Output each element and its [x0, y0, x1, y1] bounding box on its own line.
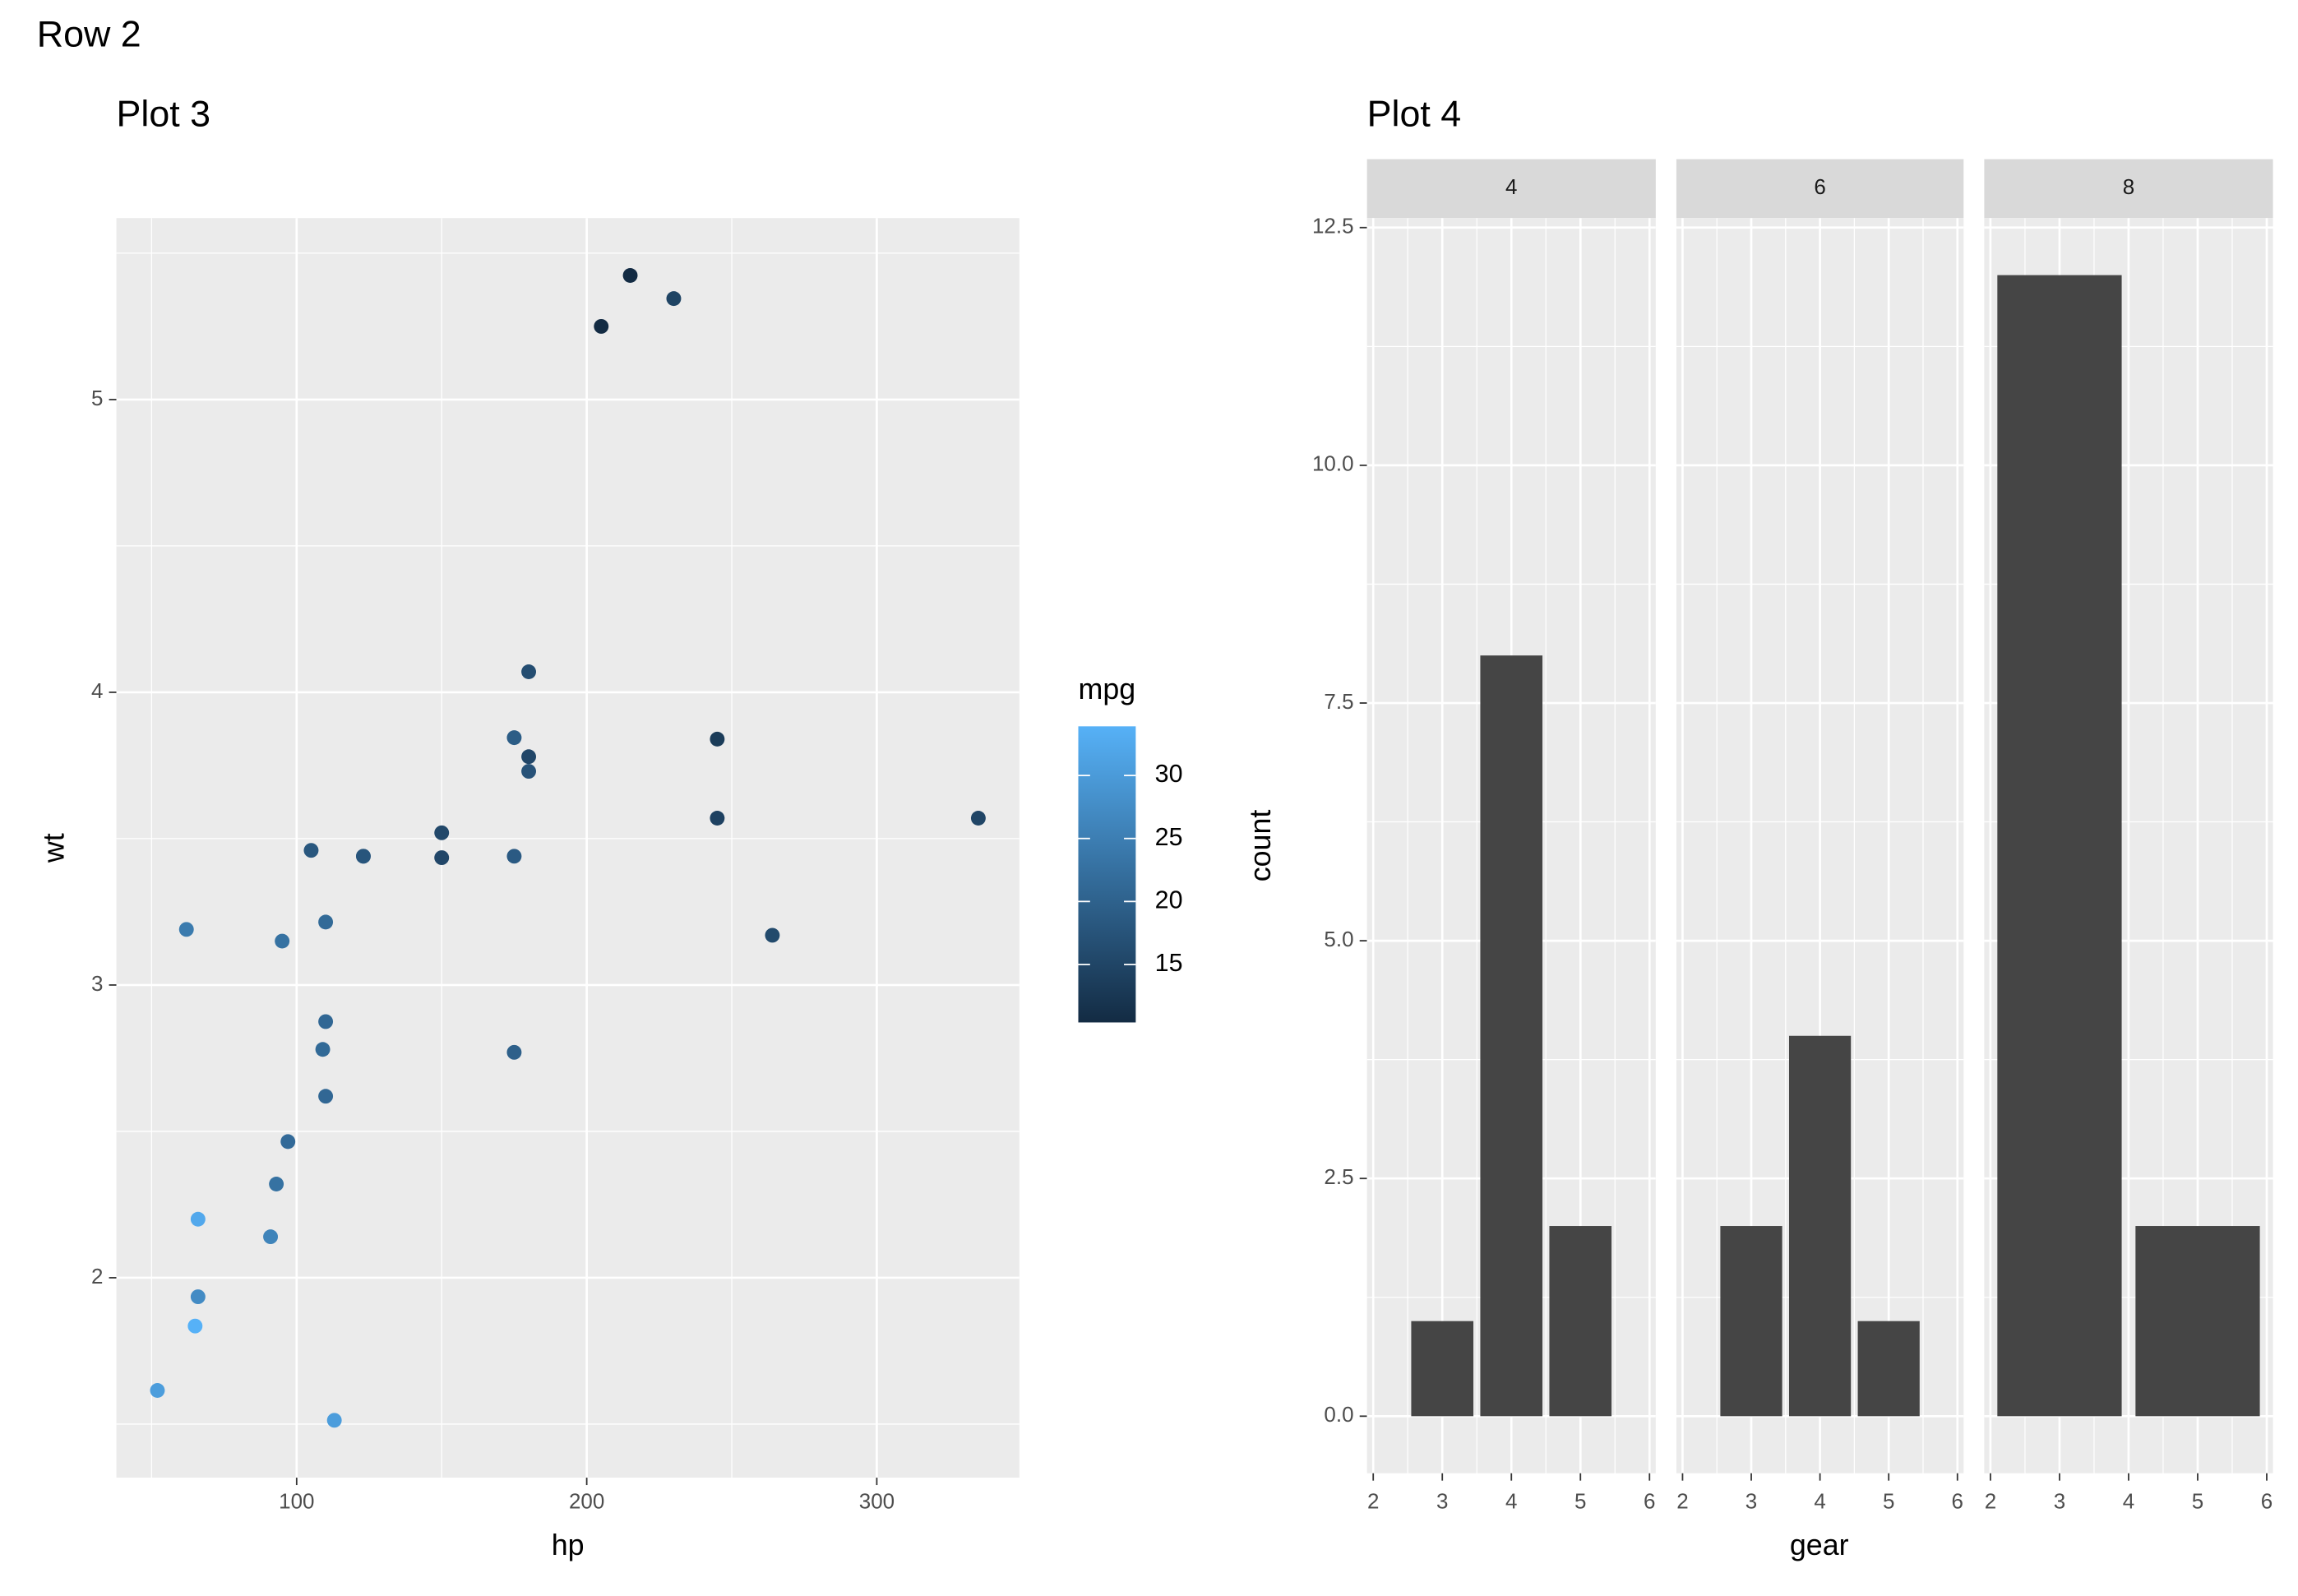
plot-title: Plot 3 [117, 93, 211, 134]
point [303, 843, 319, 858]
point [434, 825, 450, 840]
x-tick-label: 6 [1952, 1488, 1963, 1513]
y-tick-label: 5.0 [1324, 927, 1353, 951]
point [275, 933, 290, 949]
x-tick-label: 100 [279, 1488, 314, 1513]
page-title: Row 2 [37, 14, 141, 55]
point [765, 928, 780, 943]
point [190, 1289, 206, 1305]
point [318, 914, 334, 930]
y-tick-label: 10.0 [1312, 451, 1354, 476]
x-axis-title: hp [552, 1529, 585, 1561]
legend-label: 30 [1155, 760, 1183, 788]
x-tick-label: 3 [2054, 1488, 2065, 1513]
x-tick-label: 5 [1574, 1488, 1586, 1513]
x-tick-label: 4 [1505, 1488, 1517, 1513]
point [355, 849, 371, 864]
point [521, 664, 537, 679]
point [506, 849, 522, 864]
plot-title: Plot 4 [1367, 93, 1462, 134]
point [710, 811, 725, 826]
point [326, 1413, 342, 1428]
x-tick-label: 3 [1436, 1488, 1448, 1513]
point [150, 1383, 165, 1398]
point [506, 1044, 522, 1060]
strip [1366, 159, 1656, 219]
x-tick-label: 4 [1814, 1488, 1825, 1513]
y-tick-label: 12.5 [1312, 214, 1354, 238]
point [318, 1014, 334, 1029]
point [318, 1089, 334, 1104]
point [178, 922, 194, 937]
x-tick-label: 6 [1644, 1488, 1655, 1513]
x-tick-label: 4 [2123, 1488, 2134, 1513]
point [506, 730, 522, 746]
point [521, 749, 537, 765]
y-tick-label: 3 [91, 971, 103, 996]
colorbar [1078, 726, 1136, 1023]
x-tick-label: 3 [1745, 1488, 1757, 1513]
x-tick-label: 300 [859, 1488, 895, 1513]
y-axis-title: wt [38, 833, 71, 863]
point [187, 1318, 203, 1334]
point [622, 268, 638, 283]
x-tick-label: 2 [1985, 1488, 1996, 1513]
legend-label: 15 [1155, 949, 1183, 977]
x-tick-label: 5 [2192, 1488, 2203, 1513]
point [666, 291, 682, 307]
point [269, 1177, 284, 1191]
y-tick-label: 2.5 [1324, 1164, 1353, 1189]
legend-label: 20 [1155, 886, 1183, 914]
legend-label: 25 [1155, 823, 1183, 851]
point [970, 811, 986, 826]
x-tick-label: 2 [1676, 1488, 1688, 1513]
strip-label: 6 [1814, 174, 1825, 199]
y-tick-label: 2 [91, 1264, 103, 1288]
strip [1676, 159, 1964, 219]
y-tick-label: 0.0 [1324, 1402, 1353, 1427]
strip-label: 8 [2123, 174, 2134, 199]
strip-label: 4 [1505, 174, 1517, 199]
point [434, 850, 450, 866]
point [263, 1229, 279, 1245]
y-tick-label: 4 [91, 678, 103, 703]
x-tick-label: 200 [569, 1488, 604, 1513]
strip [1984, 159, 2273, 219]
x-axis-title: gear [1790, 1529, 1849, 1561]
y-tick-label: 7.5 [1324, 689, 1353, 714]
point [594, 318, 609, 334]
point [710, 731, 725, 747]
y-axis-title: count [1244, 810, 1277, 882]
bar [1997, 275, 2122, 1417]
bar [1720, 1226, 1782, 1417]
bar [1480, 655, 1543, 1417]
x-tick-label: 6 [2261, 1488, 2273, 1513]
y-tick-label: 5 [91, 386, 103, 410]
point [280, 1134, 296, 1150]
x-tick-label: 5 [1883, 1488, 1894, 1513]
bar [1549, 1226, 1612, 1417]
bar [2135, 1226, 2260, 1417]
x-tick-label: 2 [1367, 1488, 1379, 1513]
bar [1857, 1321, 1920, 1417]
panel [116, 218, 1020, 1478]
point [521, 764, 537, 779]
legend-title: mpg [1079, 673, 1136, 705]
bar [1788, 1035, 1852, 1417]
point [315, 1042, 331, 1057]
point [190, 1211, 206, 1227]
bar [1411, 1321, 1474, 1417]
